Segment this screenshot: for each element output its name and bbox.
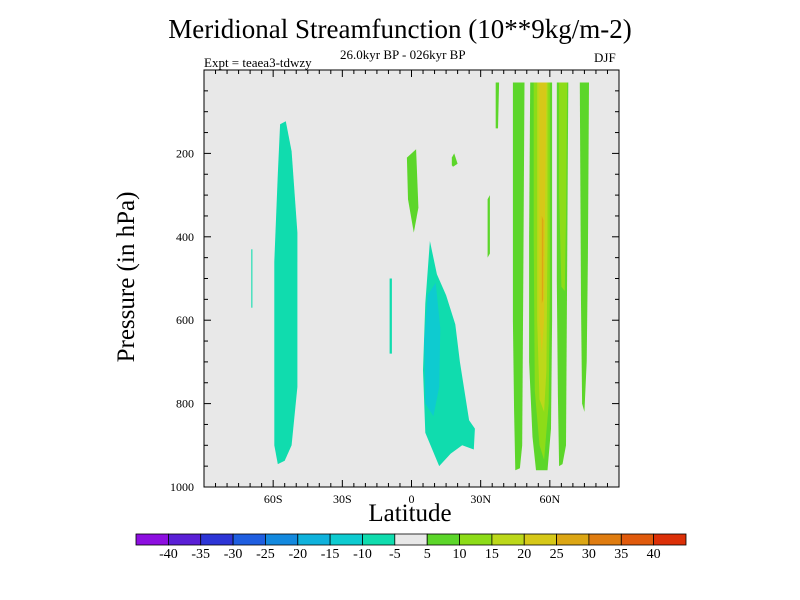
colorbar-label: 30 (582, 547, 596, 562)
colorbar-label: 40 (647, 547, 661, 562)
colorbar-label: 5 (424, 547, 431, 562)
colorbar-swatch (588, 533, 622, 546)
contour-small-positive-patch (406, 149, 419, 233)
contour-sh-negative-cell (274, 121, 298, 465)
contour-nh-secondary-band-inner (559, 82, 568, 291)
y-tick-label: 1000 (170, 480, 194, 494)
colorbar-swatch (653, 533, 687, 546)
colorbar-swatch (426, 533, 461, 546)
y-tick-label: 800 (176, 397, 194, 411)
x-tick-label: 60S (264, 492, 283, 506)
contour-nh-thin-band2 (487, 195, 490, 258)
x-tick-label: 30N (470, 492, 491, 506)
colorbar-swatch (329, 533, 363, 546)
contour-small-positive-dot (451, 153, 458, 167)
colorbar-label: 10 (453, 547, 467, 562)
contour-nh-main-cell-core (539, 82, 547, 354)
contour-nh-thin-band (495, 82, 500, 129)
colorbar: -40 -35 -30 -25 -20 -15 -10 -5 5 10 15 20 25 30 35 40 (135, 533, 687, 562)
colorbar-label: -30 (224, 547, 243, 562)
colorbar-label: 25 (550, 547, 564, 562)
colorbar-swatch (167, 533, 202, 546)
colorbar-swatch (232, 533, 266, 546)
colorbar-swatch (200, 533, 234, 546)
colorbar-label: -15 (321, 547, 340, 562)
experiment-label: Expt = teaea3-tdwzy (204, 55, 312, 70)
colorbar-label: 35 (614, 547, 628, 562)
colorbar-label: -5 (389, 547, 401, 562)
contour-tropical-negative-core (424, 282, 441, 417)
plot-background (204, 70, 619, 487)
x-tick-label: 30S (333, 492, 352, 506)
colorbar-label: -10 (353, 547, 372, 562)
season-label: DJF (594, 50, 616, 65)
axis-ticks: 60S 30S 0 30N 60N 200 400 600 800 1000 (170, 70, 619, 506)
colorbar-swatch (362, 533, 396, 546)
colorbar-swatch (459, 533, 493, 546)
contour-nh-main-cell-max (541, 215, 544, 304)
y-tick-label: 600 (176, 313, 194, 327)
colorbar-label: 15 (485, 547, 499, 562)
colorbar-swatch (394, 533, 428, 546)
colorbar-swatch (297, 533, 331, 546)
colorbar-label: 20 (517, 547, 531, 562)
y-tick-label: 400 (176, 230, 194, 244)
colorbar-swatch (620, 533, 655, 546)
colorbar-swatch (491, 533, 525, 546)
colorbar-swatch (523, 533, 558, 546)
colorbar-swatch (264, 533, 299, 546)
colorbar-label: -40 (159, 547, 178, 562)
x-tick-label: 0 (409, 492, 415, 506)
y-tick-label: 200 (176, 146, 194, 160)
colorbar-label: -35 (191, 547, 210, 562)
colorbar-swatch (556, 533, 590, 546)
plot-frame (203, 69, 620, 488)
contour-sh-negative-sliver (251, 249, 253, 308)
colorbar-label: -20 (288, 547, 307, 562)
colorbar-label: -25 (256, 547, 275, 562)
colorbar-swatch (135, 533, 169, 546)
x-axis-label: Latitude (368, 500, 452, 527)
contour-tropical-sliver (389, 278, 392, 354)
chart-title: Meridional Streamfunction (10**9kg/m-2) (168, 14, 632, 44)
contour-fills (251, 82, 589, 471)
contour-nh-main-band-outer (512, 82, 525, 471)
chart-subtitle: 26.0kyr BP - 026kyr BP (340, 47, 466, 62)
x-tick-label: 60N (539, 492, 560, 506)
contour-nh-polar-band (579, 82, 589, 412)
